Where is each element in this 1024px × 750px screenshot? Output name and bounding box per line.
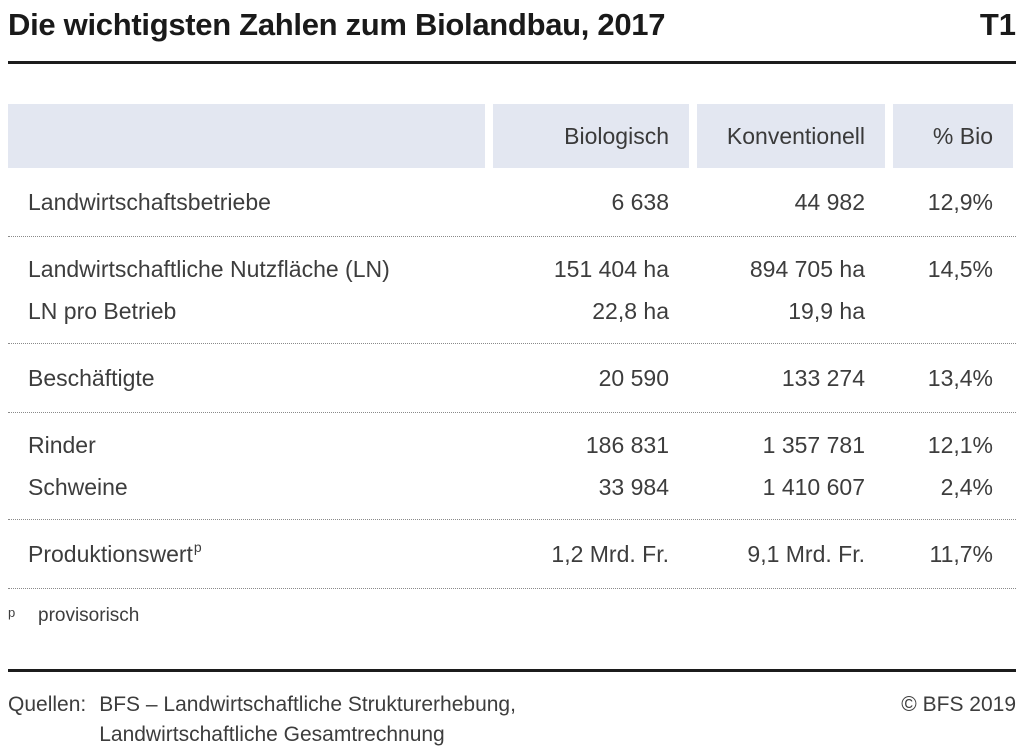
footnote-marker: p: [8, 605, 16, 620]
column-header-pct-bio: % Bio: [893, 104, 1013, 168]
table-row: Rinder 186 831 1 357 781 12,1%: [8, 424, 1016, 466]
sources-lines: BFS – Landwirtschaftliche Strukturerhebu…: [99, 690, 516, 750]
row-label: Rinder: [8, 432, 485, 459]
source-line: Landwirtschaftliche Gesamtrechnung: [99, 723, 445, 746]
value-pct-bio: 2,4%: [940, 473, 993, 500]
source-line: BFS – Landwirtschaftliche Strukturerhebu…: [99, 693, 516, 716]
value-biologisch: 22,8 ha: [592, 297, 669, 324]
provisional-marker-sup: p: [193, 539, 202, 555]
column-header-biologisch: Biologisch: [493, 104, 689, 168]
table-row: Beschäftigte 20 590 133 274 13,4%: [8, 357, 1016, 399]
footnote-text: provisorisch: [38, 605, 140, 626]
table-section-produktionswert: Produktionswert p 1,2 Mrd. Fr. 9,1 Mrd. F…: [8, 520, 1016, 589]
footnote: p provisorisch: [8, 603, 1016, 629]
value-pct-bio: 13,4%: [927, 364, 993, 391]
table-header-row: Biologisch Konventionell % Bio: [8, 104, 1016, 168]
table-tag: T1: [979, 7, 1016, 42]
row-label-text: Beschäftigte: [28, 364, 155, 391]
row-label: Landwirtschaftliche Nutzfläche (LN): [8, 256, 485, 283]
table-section-beschaeftigte: Beschäftigte 20 590 133 274 13,4%: [8, 344, 1016, 413]
value-biologisch: 186 831: [585, 431, 669, 458]
row-label: Landwirtschaftsbetriebe: [8, 189, 485, 216]
table-row: Landwirtschaftsbetriebe 6 638 44 982 12,…: [8, 181, 1016, 223]
copyright: © BFS 2019: [901, 693, 1016, 716]
footer-rule: [8, 669, 1016, 672]
row-label-text: LN pro Betrieb: [28, 297, 177, 324]
row-label: Produktionswert p: [8, 539, 485, 568]
table-row: Produktionswert p 1,2 Mrd. Fr. 9,1 Mrd. F…: [8, 533, 1016, 575]
row-label-text: Rinder: [28, 431, 96, 458]
value-konventionell: 44 982: [794, 188, 865, 215]
row-label: Beschäftigte: [8, 365, 485, 392]
value-konventionell: 9,1 Mrd. Fr.: [747, 540, 865, 567]
column-header-empty: [8, 104, 485, 168]
value-pct-bio: 14,5%: [927, 255, 993, 282]
value-konventionell: 1 410 607: [762, 473, 865, 500]
title-row: Die wichtigsten Zahlen zum Biolandbau, 2…: [8, 0, 1016, 44]
sources-block: Quellen: BFS – Landwirtschaftliche Struk…: [8, 690, 516, 750]
row-label-text: Produktionswert: [28, 540, 193, 567]
title-rule: [8, 61, 1016, 64]
row-label-text: Landwirtschaftliche Nutzfläche (LN): [28, 255, 390, 282]
page-title: Die wichtigsten Zahlen zum Biolandbau, 2…: [8, 7, 666, 42]
footer: Quellen: BFS – Landwirtschaftliche Struk…: [8, 690, 1016, 750]
row-label: Schweine: [8, 474, 485, 501]
table-section-tiere: Rinder 186 831 1 357 781 12,1% Schweine …: [8, 413, 1016, 520]
value-biologisch: 1,2 Mrd. Fr.: [551, 540, 669, 567]
table-section-betriebe: Landwirtschaftsbetriebe 6 638 44 982 12,…: [8, 168, 1016, 237]
row-label: LN pro Betrieb: [8, 298, 485, 325]
table-section-nutzflaeche: Landwirtschaftliche Nutzfläche (LN) 151 …: [8, 237, 1016, 344]
value-konventionell: 1 357 781: [762, 431, 865, 458]
value-biologisch: 6 638: [611, 188, 669, 215]
sources-label: Quellen:: [8, 693, 87, 716]
column-header-konventionell: Konventionell: [697, 104, 885, 168]
table-row: LN pro Betrieb 22,8 ha 19,9 ha: [8, 290, 1016, 332]
table-row: Schweine 33 984 1 410 607 2,4%: [8, 466, 1016, 508]
value-pct-bio: 12,1%: [927, 431, 993, 458]
row-label-text: Landwirtschaftsbetriebe: [28, 188, 271, 215]
table-row: Landwirtschaftliche Nutzfläche (LN) 151 …: [8, 248, 1016, 290]
value-konventionell: 133 274: [781, 364, 865, 391]
value-biologisch: 20 590: [598, 364, 669, 391]
row-label-text: Schweine: [28, 473, 128, 500]
value-konventionell: 894 705 ha: [749, 255, 865, 282]
value-biologisch: 151 404 ha: [553, 255, 669, 282]
value-pct-bio: 12,9%: [927, 188, 993, 215]
value-pct-bio: 11,7%: [929, 540, 993, 567]
value-konventionell: 19,9 ha: [788, 297, 865, 324]
value-biologisch: 33 984: [598, 473, 669, 500]
